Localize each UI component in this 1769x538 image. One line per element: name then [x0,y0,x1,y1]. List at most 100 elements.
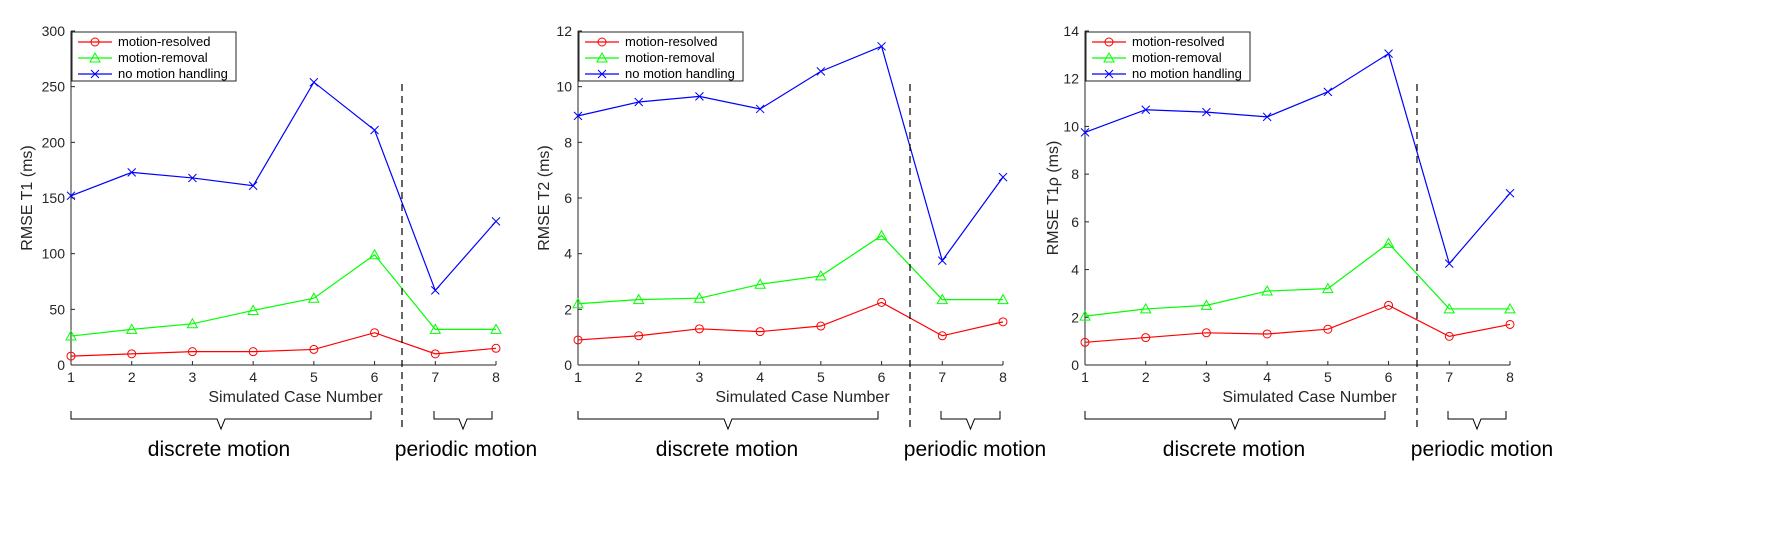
series-line-motion-removal [70,253,496,337]
group-label-periodic: periodic motion [904,438,1046,461]
y-tick-label: 6 [564,190,572,206]
data-point [1443,302,1456,314]
y-tick-label: 8 [564,134,572,150]
legend-marker [90,69,100,79]
legend-marker [596,51,608,63]
brace-periodic [433,411,493,431]
data-point [248,347,258,357]
data-point [1262,112,1272,122]
x-tick-label: 6 [371,369,379,385]
x-tick-label: 1 [574,369,582,385]
plot-area [71,31,496,365]
chart-panel-1: 1 2 3 4 5 6 7 8 0 50 100 150 200 250 300 Simulated Case… [19,23,537,461]
data-point [368,248,381,260]
x-axis-label: Simulated Case Number [208,389,383,406]
x-tick-label: 8 [999,369,1007,385]
x-tick-label: 3 [189,369,197,385]
y-tick-label: 0 [57,357,65,373]
y-tick-label: 200 [42,134,66,150]
data-point [877,297,887,307]
x-tick-label: 6 [878,369,886,385]
data-point [754,278,766,289]
legend-marker [89,51,101,63]
data-point [1261,285,1273,296]
data-point [1139,302,1152,314]
legend-box [1085,31,1251,82]
data-point [755,327,765,337]
group-label-discrete: discrete motion [656,438,798,461]
legend-box [578,31,744,82]
data-point [370,125,379,135]
data-point [248,181,258,191]
data-point [875,229,888,241]
legend-label: motion-resolved [625,34,718,49]
y-tick-label: 14 [1063,23,1079,39]
plot-area [578,31,1003,365]
data-point [693,292,706,303]
data-point [937,256,947,265]
legend-label: motion-removal [1132,50,1222,65]
brace-periodic [940,411,1001,431]
x-tick-label: 5 [310,369,318,385]
legend-marker [90,37,100,47]
data-point [125,323,138,334]
data-point [1262,329,1272,339]
series-line-motion-resolved [1084,304,1511,343]
data-point [816,321,826,331]
y-tick-label: 300 [42,23,66,39]
x-tick-label: 2 [1142,369,1150,385]
data-point [1504,302,1516,314]
legend-label: motion-removal [118,50,208,65]
data-point [66,351,76,361]
y-axis-label: RMSE T2 (ms) [536,145,553,250]
group-label-periodic: periodic motion [1411,438,1553,461]
group-label-discrete: discrete motion [148,438,290,461]
group-label-discrete: discrete motion [1163,438,1305,461]
data-point [877,41,886,51]
series-line-motion-resolved [70,332,497,357]
data-point [634,331,644,341]
data-point [127,168,137,177]
data-point [1080,128,1090,137]
data-point [573,111,583,121]
legend-label: no motion handling [625,66,735,81]
data-point [998,317,1008,327]
legend-label: motion-resolved [1132,34,1225,49]
x-tick-label: 4 [756,369,764,385]
x-tick-label: 3 [696,369,704,385]
x-tick-label: 4 [1263,369,1271,385]
legend-marker [1104,37,1114,47]
y-tick-label: 0 [564,357,572,373]
legend-marker [597,37,607,47]
series-line-motion-removal [1084,242,1510,317]
x-tick-label: 7 [1445,369,1453,385]
data-point [430,286,440,295]
data-point [247,304,259,315]
y-tick-label: 4 [564,246,572,262]
legend-label: no motion handling [118,66,228,81]
brace-discrete [70,411,372,431]
series-line-motion-removal [577,234,1003,305]
brace-periodic [1447,411,1507,431]
legend-box [71,31,237,82]
data-point [491,343,501,353]
brace-discrete [577,411,879,431]
data-point [66,191,76,201]
x-tick-label: 8 [1506,369,1514,385]
data-point [1382,237,1395,248]
data-point [309,344,319,354]
legend-marker [1104,69,1114,79]
x-tick-label: 2 [128,369,136,385]
data-point [1202,107,1211,117]
data-point [1505,188,1515,198]
x-tick-label: 1 [67,369,75,385]
data-point [1080,337,1090,347]
brace-discrete [1084,411,1386,431]
data-point [127,349,137,359]
data-point [490,323,502,334]
y-tick-label: 250 [42,79,66,95]
